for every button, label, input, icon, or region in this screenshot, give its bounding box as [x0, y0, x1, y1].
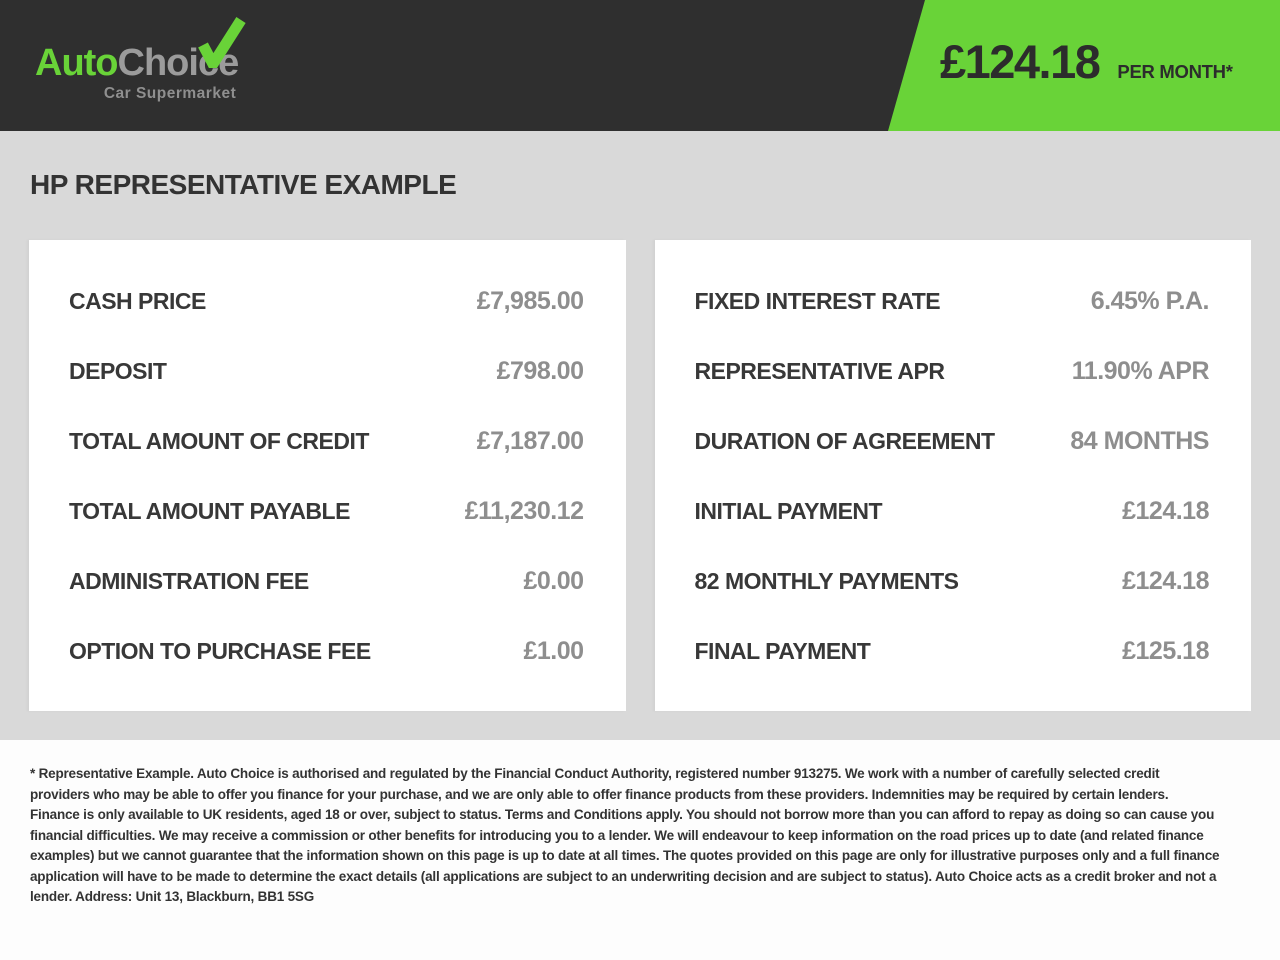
table-row: TOTAL AMOUNT OF CREDIT £7,187.00 — [69, 406, 584, 476]
checkmark-icon — [198, 17, 246, 68]
monthly-price-banner: £124.18 PER MONTH* — [888, 0, 1280, 131]
row-value: £125.18 — [1122, 636, 1209, 665]
table-row: REPRESENTATIVE APR 11.90% APR — [695, 336, 1210, 406]
row-label: TOTAL AMOUNT PAYABLE — [69, 497, 350, 524]
row-value: £124.18 — [1122, 496, 1209, 525]
row-label: ADMINISTRATION FEE — [69, 567, 309, 594]
disclaimer-text: * Representative Example. Auto Choice is… — [30, 766, 1220, 904]
row-label: OPTION TO PURCHASE FEE — [69, 637, 371, 664]
row-value: £1.00 — [523, 636, 584, 665]
row-value: 6.45% P.A. — [1090, 286, 1210, 315]
finance-card-terms: FIXED INTEREST RATE 6.45% P.A. REPRESENT… — [654, 240, 1251, 711]
main-content: HP REPRESENTATIVE EXAMPLE CASH PRICE £7,… — [0, 131, 1280, 740]
row-label: DURATION OF AGREEMENT — [694, 427, 996, 454]
row-value: £798.00 — [496, 356, 584, 385]
row-label: CASH PRICE — [69, 287, 206, 314]
row-label: DEPOSIT — [69, 357, 167, 384]
footer: * Representative Example. Auto Choice is… — [0, 740, 1280, 960]
row-label: FINAL PAYMENT — [694, 637, 871, 664]
table-row: OPTION TO PURCHASE FEE £1.00 — [69, 616, 584, 686]
row-value: £0.00 — [523, 566, 584, 595]
monthly-price-value: £124.18 — [940, 35, 1101, 88]
row-label: FIXED INTEREST RATE — [694, 287, 941, 314]
logo-text-auto: Auto — [35, 42, 119, 84]
header-bar: AutoChoice Car Supermarket £124.18 PER M… — [0, 0, 1280, 131]
page-title: HP REPRESENTATIVE EXAMPLE — [30, 169, 457, 200]
table-row: FIXED INTEREST RATE 6.45% P.A. — [695, 266, 1210, 336]
table-row: 82 MONTHLY PAYMENTS £124.18 — [695, 546, 1210, 616]
table-row: FINAL PAYMENT £125.18 — [695, 616, 1210, 686]
row-value: 11.90% APR — [1071, 356, 1210, 385]
monthly-price-group: £124.18 PER MONTH* — [940, 38, 1233, 85]
table-row: INITIAL PAYMENT £124.18 — [695, 476, 1210, 546]
row-value: £7,187.00 — [476, 426, 584, 455]
row-value: £7,985.00 — [476, 286, 584, 315]
table-row: DURATION OF AGREEMENT 84 MONTHS — [695, 406, 1210, 476]
table-row: DEPOSIT £798.00 — [69, 336, 584, 406]
finance-card-amounts: CASH PRICE £7,985.00 DEPOSIT £798.00 TOT… — [29, 240, 626, 711]
table-row: ADMINISTRATION FEE £0.00 — [69, 546, 584, 616]
table-row: TOTAL AMOUNT PAYABLE £11,230.12 — [69, 476, 584, 546]
row-label: INITIAL PAYMENT — [694, 497, 883, 524]
row-label: 82 MONTHLY PAYMENTS — [694, 567, 960, 594]
row-label: REPRESENTATIVE APR — [694, 357, 946, 384]
logo-tagline: Car Supermarket — [103, 85, 237, 102]
table-row: CASH PRICE £7,985.00 — [69, 266, 584, 336]
row-value: £124.18 — [1122, 566, 1209, 595]
row-label: TOTAL AMOUNT OF CREDIT — [69, 427, 369, 454]
row-value: 84 MONTHS — [1070, 426, 1209, 455]
finance-cards: CASH PRICE £7,985.00 DEPOSIT £798.00 TOT… — [29, 240, 1251, 711]
monthly-price-suffix: PER MONTH* — [1117, 61, 1233, 82]
row-value: £11,230.12 — [464, 496, 584, 525]
